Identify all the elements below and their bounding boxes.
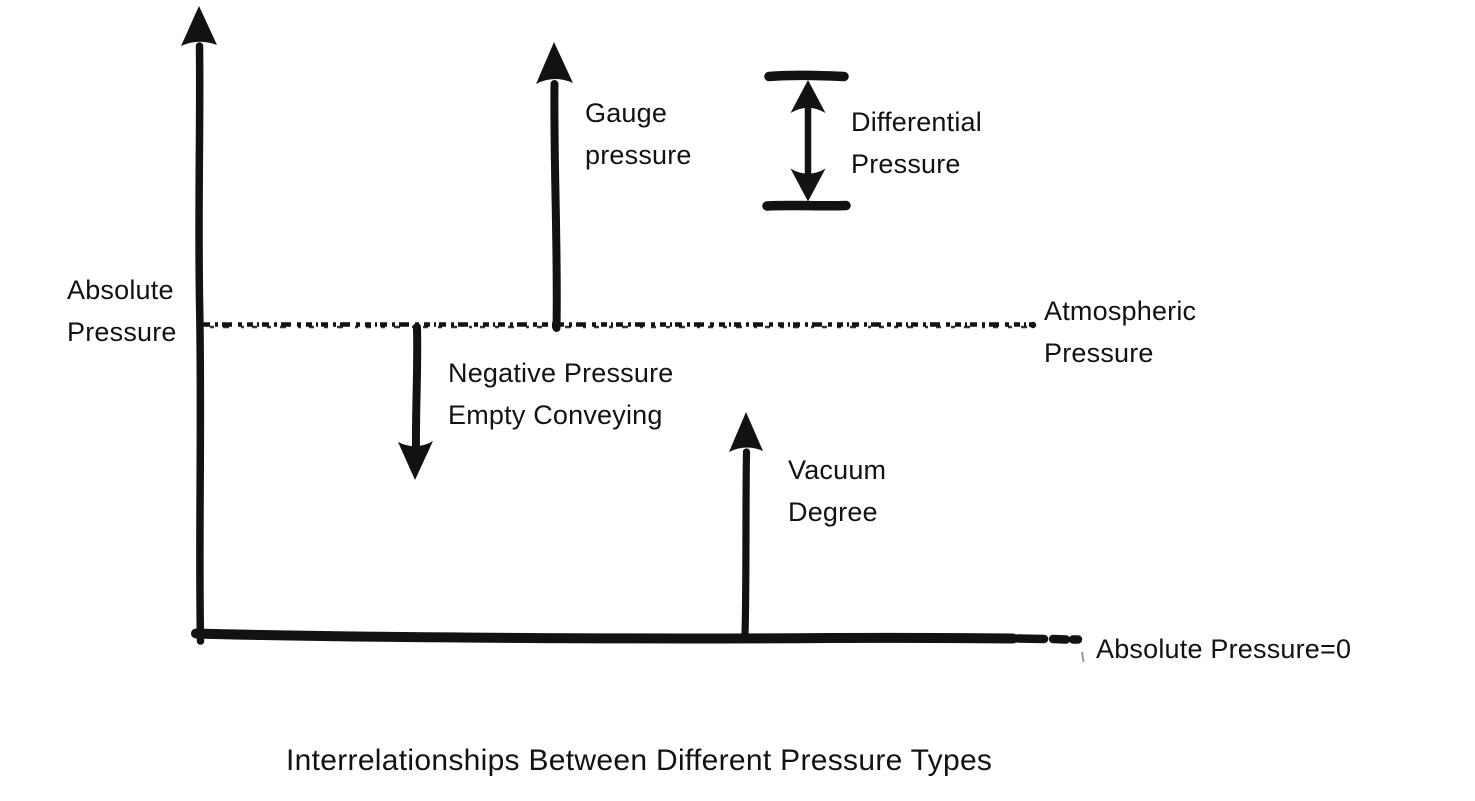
zero-pressure-label: Absolute Pressure=0 [1096,634,1352,664]
absolute-pressure-axis-arrowhead [181,6,217,46]
atmospheric-pressure-label-line2: Pressure [1044,338,1154,368]
negative-pressure-label: Negative Pressure Empty Conveying [448,352,674,436]
absolute-pressure-label-line2: Pressure [67,317,177,347]
vacuum-degree-label-line1: Vacuum [788,455,887,485]
absolute-pressure-label-line1: Absolute [67,275,174,305]
negative-pressure-label-line1: Negative Pressure [448,358,674,388]
diagram-caption: Interrelationships Between Different Pre… [286,744,993,777]
vacuum-degree-label-line2: Degree [788,497,878,527]
absolute-pressure-axis [195,42,205,645]
differential-pressure-label-line1: Differential [851,107,982,137]
atmospheric-pressure-label: Atmospheric Pressure [1044,290,1196,374]
gauge-pressure-arrow [536,42,573,332]
negative-pressure-label-line2: Empty Conveying [448,400,663,430]
atmospheric-pressure-line [203,321,1037,329]
gauge-pressure-label-line2: pressure [585,140,692,170]
negative-pressure-arrow [398,323,433,480]
differential-pressure-label-line2: Pressure [851,149,961,179]
differential-pressure-symbol [762,70,851,211]
vacuum-degree-label: Vacuum Degree [788,449,886,533]
differential-pressure-label: Differential Pressure [851,101,982,185]
vacuum-degree-arrow [729,412,763,640]
scan-speck [1081,651,1085,663]
gauge-pressure-label: Gauge pressure [585,92,692,176]
zero-pressure-baseline [191,628,1083,644]
absolute-pressure-label: Absolute Pressure [67,269,177,353]
atmospheric-pressure-label-line1: Atmospheric [1044,296,1197,326]
gauge-pressure-label-line1: Gauge [585,98,668,128]
